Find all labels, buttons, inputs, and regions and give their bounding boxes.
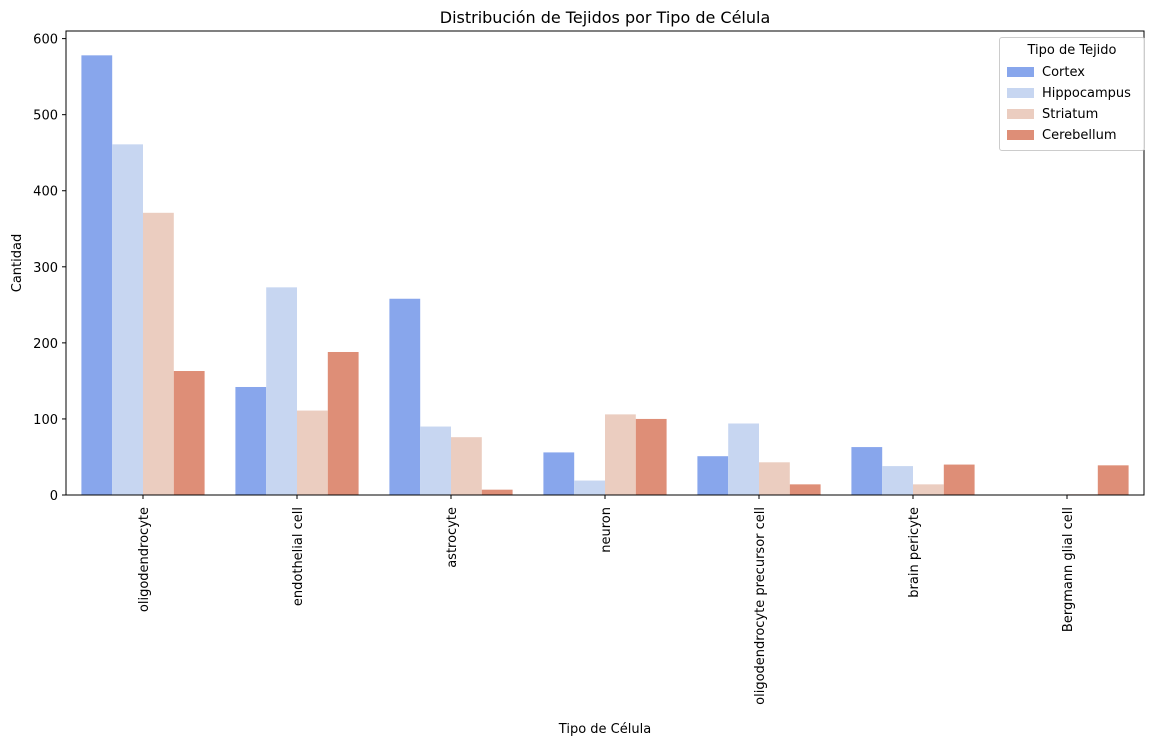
bar xyxy=(943,464,975,495)
chart-title: Distribución de Tejidos por Tipo de Célu… xyxy=(440,8,771,27)
x-axis-label: Tipo de Célula xyxy=(558,722,651,737)
y-tick-label: 500 xyxy=(33,109,58,124)
bar xyxy=(574,480,605,495)
x-tick-label: oligodendrocyte precursor cell xyxy=(753,507,768,705)
bar xyxy=(235,386,267,495)
legend-swatch xyxy=(1007,130,1034,140)
bar xyxy=(112,144,143,495)
bar xyxy=(728,423,759,495)
legend-swatch xyxy=(1007,67,1034,77)
bar xyxy=(697,456,729,495)
legend-item: Cerebellum xyxy=(1007,128,1117,144)
bar xyxy=(605,414,636,495)
y-axis-label: Cantidad xyxy=(10,234,25,292)
bar xyxy=(481,489,513,495)
bar xyxy=(389,298,421,495)
bar xyxy=(81,55,113,496)
y-tick-label: 0 xyxy=(50,489,58,504)
legend: Tipo de Tejido Cortex Hippocampus Striatum… xyxy=(999,37,1145,151)
bar xyxy=(143,212,174,495)
bar xyxy=(327,351,359,495)
bar xyxy=(882,466,913,495)
x-tick-label: Bergmann glial cell xyxy=(1061,507,1076,632)
x-tick-label: astrocyte xyxy=(445,507,460,568)
bar xyxy=(543,452,575,495)
legend-item: Cortex xyxy=(1007,65,1085,81)
legend-item: Striatum xyxy=(1007,107,1098,123)
legend-title: Tipo de Tejido xyxy=(1027,43,1117,58)
bar xyxy=(266,287,297,495)
bar xyxy=(297,410,328,495)
legend-label: Hippocampus xyxy=(1042,86,1131,101)
bar xyxy=(789,484,821,495)
x-tick-label: brain pericyte xyxy=(907,507,922,598)
x-tick-label: endothelial cell xyxy=(291,507,306,606)
bar xyxy=(759,462,790,495)
bar xyxy=(1097,465,1129,495)
legend-swatch xyxy=(1007,109,1034,119)
y-tick-label: 100 xyxy=(33,413,58,428)
bar xyxy=(913,484,944,495)
bar xyxy=(173,371,205,495)
bar xyxy=(420,426,451,495)
x-tick-label: neuron xyxy=(599,507,614,553)
y-tick-label: 400 xyxy=(33,185,58,200)
y-tick-label: 200 xyxy=(33,337,58,352)
legend-label: Striatum xyxy=(1042,107,1099,122)
bar xyxy=(851,447,883,495)
legend-swatch xyxy=(1007,88,1034,98)
y-tick-label: 600 xyxy=(33,33,58,48)
y-tick-label: 300 xyxy=(33,261,58,276)
legend-item: Hippocampus xyxy=(1007,86,1131,102)
bar xyxy=(451,437,482,495)
legend-label: Cortex xyxy=(1042,65,1085,80)
legend-label: Cerebellum xyxy=(1042,128,1117,143)
x-tick-label: oligodendrocyte xyxy=(137,507,152,612)
bar xyxy=(635,418,667,495)
